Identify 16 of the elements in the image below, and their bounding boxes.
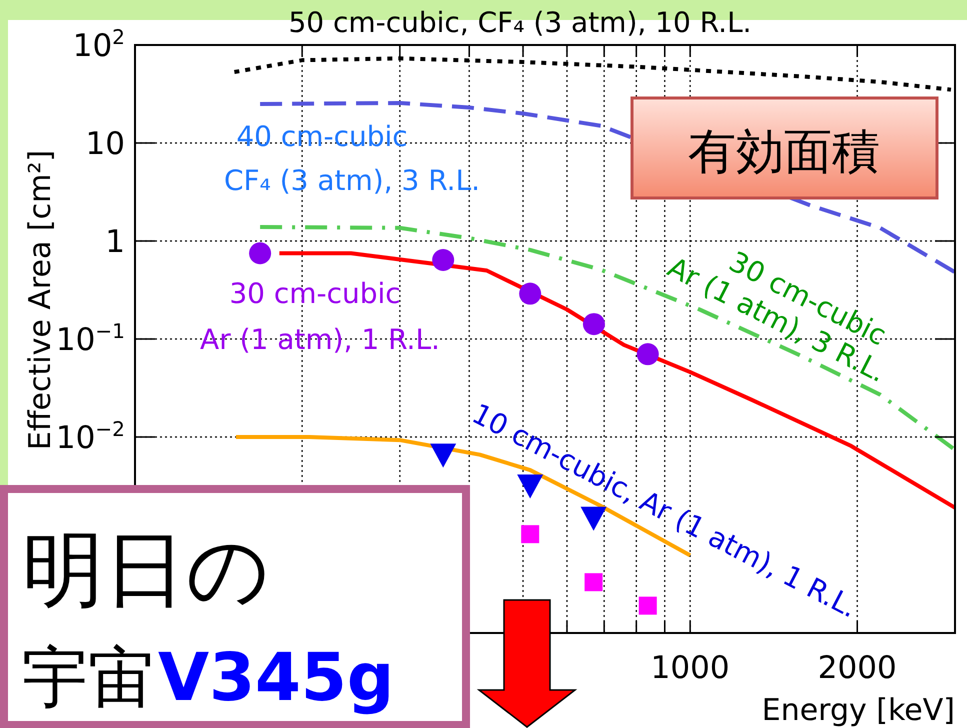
series-label: 40 cm-cubic CF₄ (3 atm), 3 R.L. bbox=[224, 120, 480, 197]
series-label: 30 cm-cubic Ar (1 atm), 1 R.L. bbox=[200, 277, 440, 356]
y-tick-label: 1 bbox=[105, 224, 125, 260]
y-tick-label: 10$^{2}$ bbox=[72, 25, 125, 64]
y-tick-label: 10$^{−2}$ bbox=[56, 417, 125, 456]
text: V345g bbox=[158, 639, 394, 716]
series-label: 50 cm-cubic, CF₄ (3 atm), 10 R.L. bbox=[288, 6, 752, 39]
annotation: 明日の bbox=[22, 523, 270, 618]
x-tick-label: 1000 bbox=[650, 650, 730, 686]
y-tick-label: 10$^{−1}$ bbox=[56, 319, 125, 358]
annotation: 有効面積 bbox=[688, 124, 880, 180]
y-axis-title: Effective Area [cm²] bbox=[23, 150, 58, 450]
x-tick-label: 2000 bbox=[818, 650, 897, 686]
text: 宇宙 bbox=[22, 639, 154, 716]
x-axis-title: Energy [keV] bbox=[762, 693, 955, 728]
y-tick-label: 10 bbox=[86, 126, 125, 162]
